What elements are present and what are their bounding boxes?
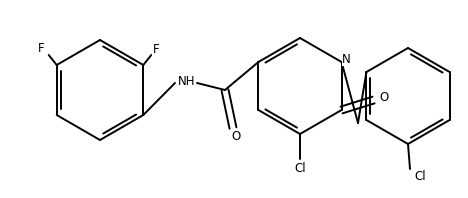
Text: F: F [37,42,44,54]
Text: O: O [231,129,241,143]
Text: N: N [342,52,351,66]
Text: O: O [379,90,388,104]
Text: Cl: Cl [414,170,426,184]
Text: NH: NH [178,74,196,88]
Text: F: F [153,43,160,55]
Text: Cl: Cl [294,163,306,175]
